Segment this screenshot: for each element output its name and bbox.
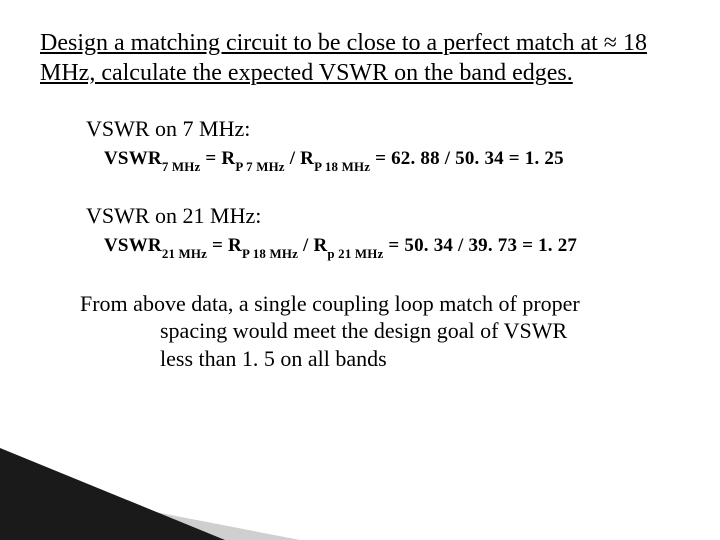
title-line-2: MHz, calculate the expected VSWR on the … — [40, 60, 573, 86]
vswr-21-rp2-sub: p 21 MHz — [327, 246, 383, 261]
vswr-21-lhs-sub: 21 MHz — [162, 246, 207, 261]
vswr-21-lhs: VSWR — [104, 235, 162, 256]
conclusion-line-2: spacing would meet the design goal of VS… — [160, 317, 680, 345]
vswr-21-slash: / R — [298, 235, 327, 256]
vswr-21-eq2: = 50. 34 / 39. 73 = 1. 27 — [383, 235, 577, 256]
vswr-7-label: VSWR on 7 MHz: — [86, 116, 680, 142]
title: Design a matching circuit to be close to… — [40, 28, 680, 88]
vswr-7-eq2: = 62. 88 / 50. 34 = 1. 25 — [370, 148, 564, 169]
vswr-21-equation: VSWR21 MHz = RP 18 MHz / Rp 21 MHz = 50.… — [104, 235, 680, 260]
vswr-7-lhs: VSWR — [104, 148, 162, 169]
vswr-7-slash: / R — [285, 148, 314, 169]
corner-triangle-dark — [0, 448, 225, 540]
vswr-7-lhs-sub: 7 MHz — [162, 159, 201, 174]
corner-triangle-light — [0, 482, 300, 540]
slide: Design a matching circuit to be close to… — [0, 0, 720, 540]
conclusion-line-3: less than 1. 5 on all bands — [160, 345, 680, 373]
conclusion: From above data, a single coupling loop … — [40, 290, 680, 373]
title-line-1: Design a matching circuit to be close to… — [40, 30, 647, 56]
vswr-7-rp2-sub: P 18 MHz — [314, 159, 370, 174]
vswr-21-eq1: = R — [207, 235, 242, 256]
vswr-21-rp1-sub: P 18 MHz — [242, 246, 298, 261]
vswr-7-rp1-sub: P 7 MHz — [235, 159, 284, 174]
conclusion-line-1: From above data, a single coupling loop … — [80, 290, 680, 318]
vswr-7-eq1: = R — [200, 148, 235, 169]
vswr-7-equation: VSWR7 MHz = RP 7 MHz / RP 18 MHz = 62. 8… — [104, 148, 680, 173]
corner-decoration — [0, 410, 300, 540]
vswr-21-label: VSWR on 21 MHz: — [86, 203, 680, 229]
